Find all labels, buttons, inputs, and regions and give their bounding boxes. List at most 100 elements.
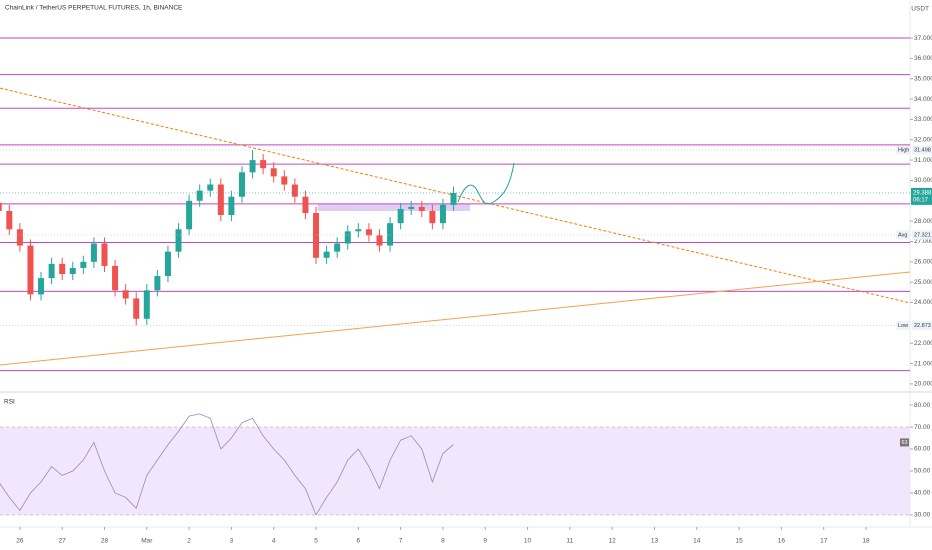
candle-body [90,243,97,262]
x-tick-label: 16 [778,538,786,545]
candle-body [450,192,457,205]
x-tick-label: 28 [101,538,109,545]
y-tick-label: 25.000 [914,279,932,286]
x-tick-label: 3 [230,538,234,545]
marker-box [912,145,932,155]
x-tick-label: 18 [862,538,870,545]
y-tick-label: 35.000 [914,75,932,82]
x-tick-label: 8 [441,538,445,545]
candle-body [323,251,330,258]
x-tick-label: 11 [566,538,573,545]
candle-body [80,261,87,268]
x-tick-label: Mar [141,538,153,545]
y-tick-label: 33.000 [914,116,932,123]
candle-body [291,184,298,197]
candle-body [6,210,13,230]
x-tick-label: 17 [820,538,828,545]
candle-body [154,276,161,291]
marker-box [912,230,932,240]
x-tick-label: 5 [314,538,318,545]
candle-body [48,263,55,279]
candle-body [217,184,224,216]
candle-body [112,265,119,291]
marker-tag [896,145,910,155]
x-tick-label: 27 [59,538,67,545]
marker-value: 27.321 [914,232,931,238]
chart-title: ChainLink / TetherUS PERPETUAL FUTURES, … [5,5,183,12]
x-tick-label: 7 [399,538,403,545]
y-tick-label: 80.00 [914,402,931,409]
candle-body [387,223,394,246]
marker-tag [896,320,910,330]
candle-body [175,229,182,252]
candle-body [249,160,256,173]
y-tick-label: 60.00 [914,446,931,453]
x-tick-label: 26 [16,538,24,545]
candle-body [334,243,341,252]
x-tick-label: 6 [357,538,361,545]
candle-body [418,206,425,211]
y-tick-label: 70.00 [914,424,931,431]
y-tick-label: 34.000 [914,96,932,103]
x-tick-label: 13 [651,538,659,545]
candle-body [164,251,171,277]
currency-label: USDT [911,6,929,13]
y-tick-label: 30.00 [914,512,931,519]
x-tick-label: 14 [693,538,701,545]
marker-name: High [898,147,909,153]
y-tick-label: 26.000 [914,259,932,266]
trendline [0,271,911,366]
candle-body [143,290,150,319]
last-price-box [911,187,932,205]
candle-body [270,168,277,177]
candle-body [439,204,446,224]
y-tick-label: 28.000 [914,218,932,225]
candle-body [133,298,140,319]
y-tick-label: 32.000 [914,136,932,143]
candle-body [355,229,362,232]
candle-body [238,172,245,197]
candle-body [397,208,404,224]
rsi-current: 63 [901,440,907,446]
projection-sketch [457,162,515,205]
candle-body [429,210,436,224]
marker-box [912,320,932,330]
candle-body [196,190,203,201]
y-tick-label: 24.000 [914,299,932,306]
candle-body [27,245,34,295]
candle-body [59,263,66,275]
marker-value: 31.498 [914,147,931,153]
candle-body [207,184,214,191]
y-tick-label: 22.000 [914,340,932,347]
x-tick-label: 2 [187,538,191,545]
y-tick-label: 21.000 [914,360,932,367]
candle-body [344,231,351,244]
candle-body [186,200,193,230]
x-tick-label: 15 [735,538,743,545]
candle-body [408,206,415,209]
y-tick-label: 27.000 [914,238,932,245]
candle-body [0,202,2,211]
candle-body [313,213,320,258]
y-tick-label: 37.000 [914,35,932,42]
marker-tag [896,230,910,240]
candle-body [376,235,383,246]
candle-body [281,176,288,185]
x-tick-label: 10 [524,538,532,545]
y-tick-label: 40.00 [914,490,931,497]
rsi-band [0,427,910,515]
candle-body [122,290,129,299]
x-tick-label: 4 [272,538,276,545]
marker-value: 22.873 [914,323,931,329]
x-tick-label: 9 [483,538,487,545]
candle-body [228,196,235,216]
y-tick-label: 20.000 [914,381,932,388]
y-tick-label: 50.00 [914,468,931,475]
zone [317,203,471,211]
candle-body [38,278,45,295]
y-tick-label: 31.000 [914,157,932,164]
candle-body [16,229,23,246]
rsi-title: RSI [4,399,15,406]
y-tick-label: 36.000 [914,55,932,62]
